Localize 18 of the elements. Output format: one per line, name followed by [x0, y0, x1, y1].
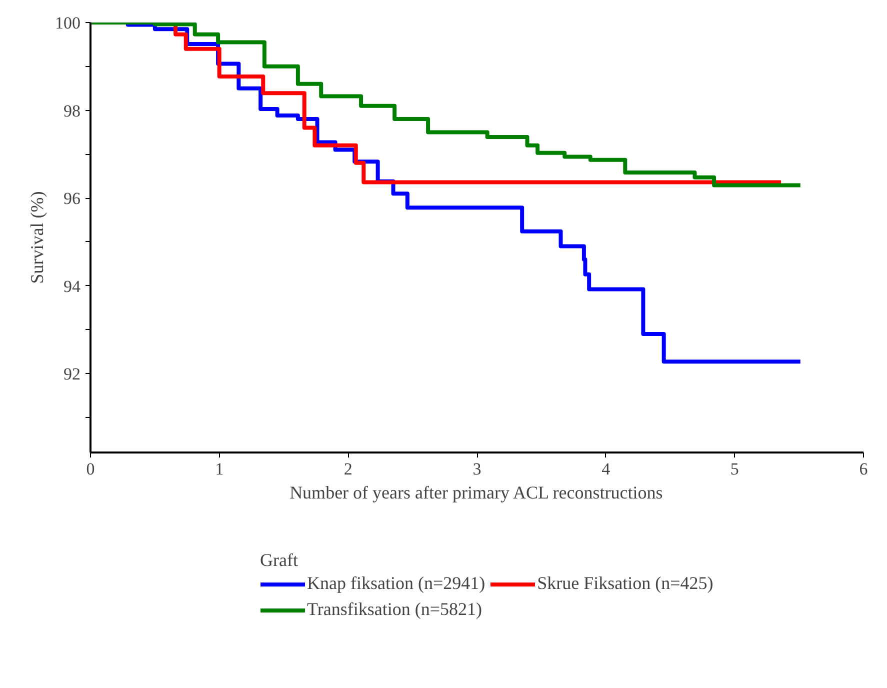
x-tick-label: 4 — [602, 460, 611, 478]
y-tick-label: 94 — [64, 276, 81, 296]
y-tick-label: 96 — [64, 189, 80, 208]
x-tick-label: 1 — [215, 460, 224, 478]
x-axis-title: Number of years after primary ACL reconstructions — [290, 482, 663, 502]
x-tick-label: 6 — [859, 460, 868, 478]
legend-label: Transfiksation (n=5821) — [307, 599, 482, 620]
legend-label: Skrue Fiksation (n=425) — [537, 573, 714, 594]
x-tick-label: 5 — [730, 460, 739, 478]
y-tick-label: 100 — [55, 14, 80, 32]
y-axis-title: Survival (%) — [27, 191, 47, 284]
x-tick-label: 3 — [472, 460, 482, 478]
x-tick-label: 0 — [86, 460, 95, 478]
legend-label: Knap fiksation (n=2941) — [307, 573, 486, 594]
legend-title: Graft — [260, 550, 299, 571]
y-tick-label: 92 — [64, 364, 80, 384]
y-tick-label: 98 — [64, 101, 80, 120]
x-tick-label: 2 — [344, 460, 352, 478]
